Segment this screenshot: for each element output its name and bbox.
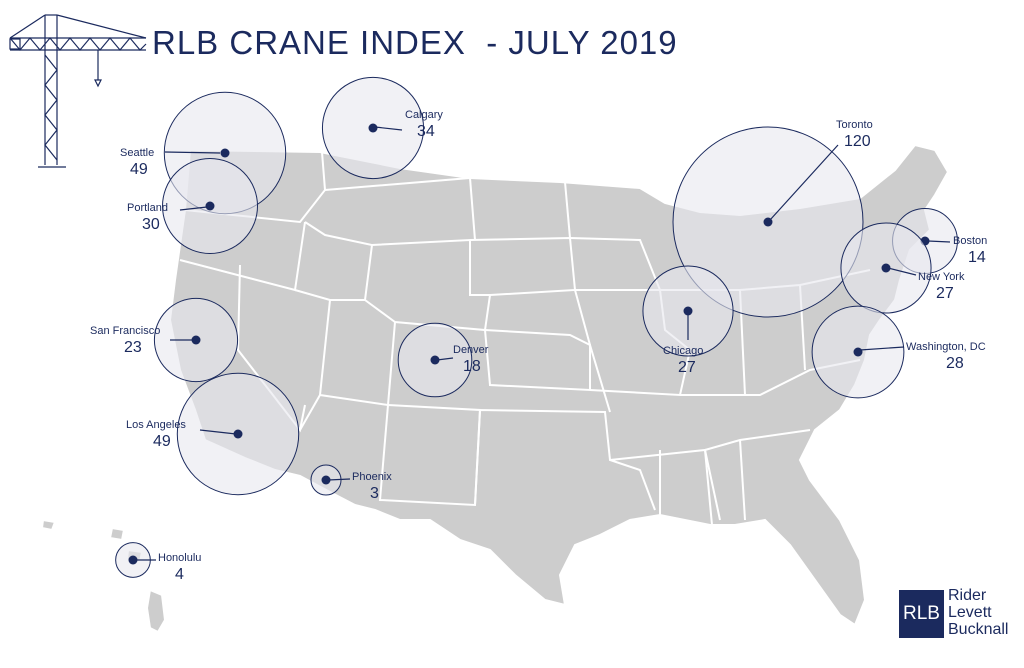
city-leader-boston [927, 240, 951, 243]
city-leader-toronto [769, 144, 839, 221]
city-dot-seattle [220, 148, 230, 158]
city-name-portland: Portland [127, 202, 168, 214]
city-marker-san-francisco: San Francisco 23 [90, 297, 239, 383]
city-name-new-york: New York [918, 271, 965, 283]
city-leader-phoenix [327, 478, 351, 481]
city-name-phoenix: Phoenix [352, 471, 392, 483]
crane-icon [9, 14, 147, 168]
city-count-calgary: 34 [417, 123, 435, 140]
city-name-chicago: Chicago [663, 345, 703, 357]
city-marker-toronto: Toronto 120 [672, 119, 873, 318]
city-count-los-angeles: 49 [153, 433, 171, 450]
city-marker-honolulu: Honolulu 4 [115, 542, 201, 583]
city-marker-calgary: Calgary 34 [321, 76, 443, 180]
city-leader-seattle [164, 151, 221, 154]
city-name-denver: Denver [453, 344, 489, 356]
city-name-toronto: Toronto [836, 119, 873, 131]
logo-line-bucknall: Bucknall [948, 621, 1009, 638]
city-marker-los-angeles: Los Angeles 49 [126, 372, 300, 496]
city-dot-portland [205, 201, 215, 211]
city-marker-chicago: Chicago 27 [642, 265, 734, 376]
city-name-san-francisco: San Francisco [90, 325, 160, 337]
rlb-logo-mark: RLB [899, 590, 944, 638]
city-name-honolulu: Honolulu [158, 552, 201, 564]
city-leader-calgary [374, 126, 403, 131]
city-marker-washington-dc: Washington, DC 28 [811, 305, 986, 399]
city-count-honolulu: 4 [175, 566, 184, 583]
city-dot-honolulu [128, 555, 138, 565]
city-marker-new-york: New York 27 [840, 222, 965, 314]
city-marker-denver: Denver 18 [397, 322, 489, 398]
city-name-calgary: Calgary [405, 109, 443, 121]
city-dot-denver [430, 355, 440, 365]
city-count-portland: 30 [142, 216, 160, 233]
city-count-denver: 18 [463, 358, 481, 375]
city-count-washington-dc: 28 [946, 355, 964, 372]
city-leader-washington-dc [859, 346, 905, 351]
city-leader-denver [436, 357, 454, 361]
city-name-boston: Boston [953, 235, 987, 247]
page-title: RLB CRANE INDEX - JULY 2019 [152, 24, 678, 61]
city-leader-new-york [887, 267, 917, 276]
city-marker-portland: Portland 30 [127, 158, 258, 254]
city-count-toronto: 120 [844, 133, 871, 150]
city-dot-toronto [763, 217, 773, 227]
city-count-chicago: 27 [678, 359, 696, 376]
city-dot-washington-dc [853, 347, 863, 357]
city-count-seattle: 49 [130, 161, 148, 178]
city-name-washington-dc: Washington, DC [906, 341, 986, 353]
city-dot-calgary [368, 123, 378, 133]
city-dot-chicago [683, 306, 693, 316]
city-count-new-york: 27 [936, 285, 954, 302]
city-dot-phoenix [321, 475, 331, 485]
city-leader-los-angeles [199, 429, 237, 435]
city-name-los-angeles: Los Angeles [126, 419, 186, 431]
city-markers: Seattle49Calgary34Portland30Toronto120Bo… [90, 76, 987, 583]
rlb-logo-text: Rider Levett Bucknall [948, 587, 1008, 638]
logo-line-levett: Levett [948, 604, 992, 621]
city-dot-new-york [881, 263, 891, 273]
city-dot-san-francisco [191, 335, 201, 345]
logo-line-rider: Rider [948, 587, 987, 604]
city-count-boston: 14 [968, 249, 986, 266]
city-leader-portland [179, 206, 208, 211]
city-marker-phoenix: Phoenix 3 [310, 464, 392, 502]
city-name-seattle: Seattle [120, 147, 154, 159]
city-count-phoenix: 3 [370, 485, 379, 502]
city-dot-los-angeles [233, 429, 243, 439]
city-count-san-francisco: 23 [124, 339, 142, 356]
